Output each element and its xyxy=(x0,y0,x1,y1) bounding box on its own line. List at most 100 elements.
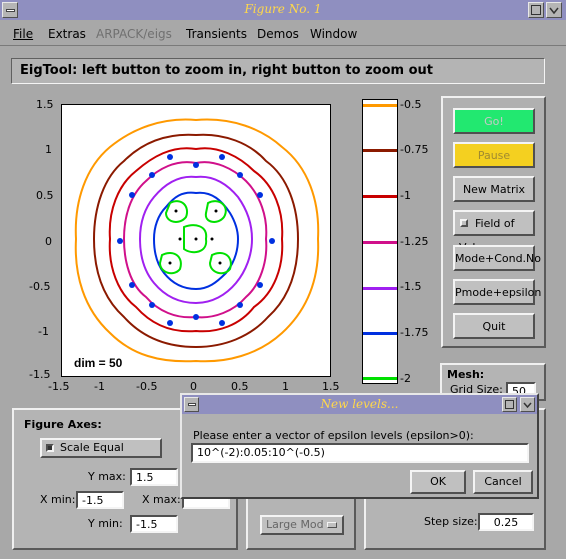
ymax-label: Y max: xyxy=(88,470,126,483)
epsilon-levels-input[interactable]: 10^(-2):0.05:10^(-0.5) xyxy=(191,443,529,463)
xtick-label: 0.5 xyxy=(231,380,249,393)
mesh-title: Mesh: xyxy=(447,368,485,381)
window-minimize-button[interactable] xyxy=(546,2,562,18)
step-size-label: Step size: xyxy=(424,515,478,528)
contour-green-4 xyxy=(208,251,232,275)
which-eigs-dropdown[interactable]: Large Mod xyxy=(260,515,344,535)
contour-green-5 xyxy=(183,224,208,254)
colorbar-label: -1.25 xyxy=(400,235,429,248)
go-button[interactable]: Go! xyxy=(453,108,535,134)
menu-transients[interactable]: Transients xyxy=(186,27,247,41)
dialog-menu-button[interactable] xyxy=(184,397,199,412)
window-maximize-button[interactable] xyxy=(528,2,544,18)
dialog-title: New levels... xyxy=(320,397,399,411)
menu-extras[interactable]: Extras xyxy=(48,27,86,41)
scale-equal-label: Scale Equal xyxy=(60,441,124,454)
ytick-label: 0 xyxy=(45,235,52,248)
xtick-label: 1.5 xyxy=(322,380,340,393)
colorbar-level-line xyxy=(363,287,397,290)
colorbar-level-line xyxy=(363,241,397,244)
pseudospectra-plot[interactable]: dim = 50 xyxy=(61,104,331,377)
ytick-label: 1 xyxy=(45,143,52,156)
colorbar-level-line xyxy=(363,195,397,198)
ymin-input[interactable]: -1.5 xyxy=(130,515,178,533)
menu-demos[interactable]: Demos xyxy=(257,27,299,41)
colorbar-label: -2 xyxy=(400,372,411,385)
ok-button[interactable]: OK xyxy=(410,470,466,494)
menu-arpack[interactable]: ARPACK/eigs xyxy=(96,27,172,41)
dialog-maximize-button[interactable] xyxy=(502,397,517,412)
menu-window[interactable]: Window xyxy=(310,27,358,41)
ytick-label: 0.5 xyxy=(36,189,54,202)
step-size-input[interactable]: 0.25 xyxy=(478,513,534,531)
contour-plot: dim = 50 xyxy=(74,118,320,370)
eigenvalue-dots xyxy=(168,209,222,265)
cancel-label: Cancel xyxy=(484,475,522,488)
window-title: Figure No. 1 xyxy=(244,2,322,16)
colorbar-label: -1.5 xyxy=(400,280,422,293)
dialog-titlebar[interactable]: New levels... xyxy=(182,395,537,414)
pmode-epsilon-button[interactable]: Pmode+epsilon xyxy=(453,279,541,305)
menu-bar xyxy=(0,20,566,46)
dialog-prompt: Please enter a vector of epsilon levels … xyxy=(193,429,474,442)
pause-button-label: Pause xyxy=(477,149,511,162)
xmax-label: X max: xyxy=(142,493,181,506)
xtick-label: -1.5 xyxy=(48,380,70,393)
header-panel: EigTool: left button to zoom in, right b… xyxy=(11,58,545,84)
chevron-down-icon xyxy=(549,7,559,15)
window-menu-button[interactable] xyxy=(2,2,18,18)
ok-label: OK xyxy=(430,475,446,488)
checkbox-icon xyxy=(460,219,468,227)
contour-green-1 xyxy=(164,200,188,223)
xtick-label: -1 xyxy=(94,380,105,393)
mode-cond-label: Mode+Cond.No xyxy=(455,252,542,265)
new-matrix-label: New Matrix xyxy=(462,183,526,196)
colorbar[interactable] xyxy=(362,99,398,384)
grid-size-label: Grid Size: xyxy=(450,383,503,396)
pause-button[interactable]: Pause xyxy=(453,142,535,168)
menu-file[interactable]: File xyxy=(13,27,34,41)
dropdown-indicator-icon xyxy=(327,522,337,528)
new-matrix-button[interactable]: New Matrix xyxy=(453,176,535,202)
figure-axes-title: Figure Axes: xyxy=(24,418,102,431)
field-of-vals-toggle[interactable]: Field of Vals. xyxy=(453,210,535,254)
xtick-label: 1 xyxy=(282,380,289,393)
colorbar-label: -0.5 xyxy=(400,98,422,111)
contour-darkred xyxy=(92,133,300,349)
eigenvalue-markers xyxy=(117,154,275,326)
ytick-label: -0.5 xyxy=(29,280,51,293)
dialog-minimize-button[interactable] xyxy=(520,397,535,412)
xmin-input[interactable]: -1.5 xyxy=(76,491,124,509)
contour-green-3 xyxy=(158,251,182,275)
ytick-label: -1 xyxy=(38,325,49,338)
window-titlebar[interactable]: Figure No. 1 xyxy=(0,0,566,20)
contour-blue xyxy=(152,191,240,291)
pmode-epsilon-label: Pmode+epsilon xyxy=(455,286,542,299)
xmin-label: X min: xyxy=(40,493,76,506)
which-eigs-value: Large Mod xyxy=(266,518,324,531)
cancel-button[interactable]: Cancel xyxy=(473,470,533,494)
quit-button[interactable]: Quit xyxy=(453,313,535,339)
colorbar-level-line xyxy=(363,377,397,380)
colorbar-level-line xyxy=(363,104,397,107)
scale-equal-toggle[interactable]: Scale Equal xyxy=(40,438,162,458)
quit-label: Quit xyxy=(482,320,506,333)
ytick-label: -1.5 xyxy=(29,368,51,381)
mode-cond-button[interactable]: Mode+Cond.No xyxy=(453,245,541,271)
contour-purple xyxy=(138,175,254,305)
contour-green-2 xyxy=(204,200,227,223)
maximize-icon xyxy=(505,400,514,409)
checkbox-checked-icon xyxy=(46,444,54,452)
colorbar-label: -1 xyxy=(400,189,411,202)
maximize-icon xyxy=(531,5,541,15)
chevron-down-icon xyxy=(523,402,532,409)
contour-red xyxy=(108,147,284,333)
window-menu-icon xyxy=(6,9,15,12)
xtick-label: 0 xyxy=(190,380,197,393)
ymax-input[interactable]: 1.5 xyxy=(130,468,178,486)
xtick-label: -0.5 xyxy=(136,380,158,393)
colorbar-level-line xyxy=(363,149,397,152)
new-levels-dialog: New levels... Please enter a vector of e… xyxy=(180,393,539,499)
go-button-label: Go! xyxy=(484,115,504,128)
colorbar-label: -1.75 xyxy=(400,326,429,339)
